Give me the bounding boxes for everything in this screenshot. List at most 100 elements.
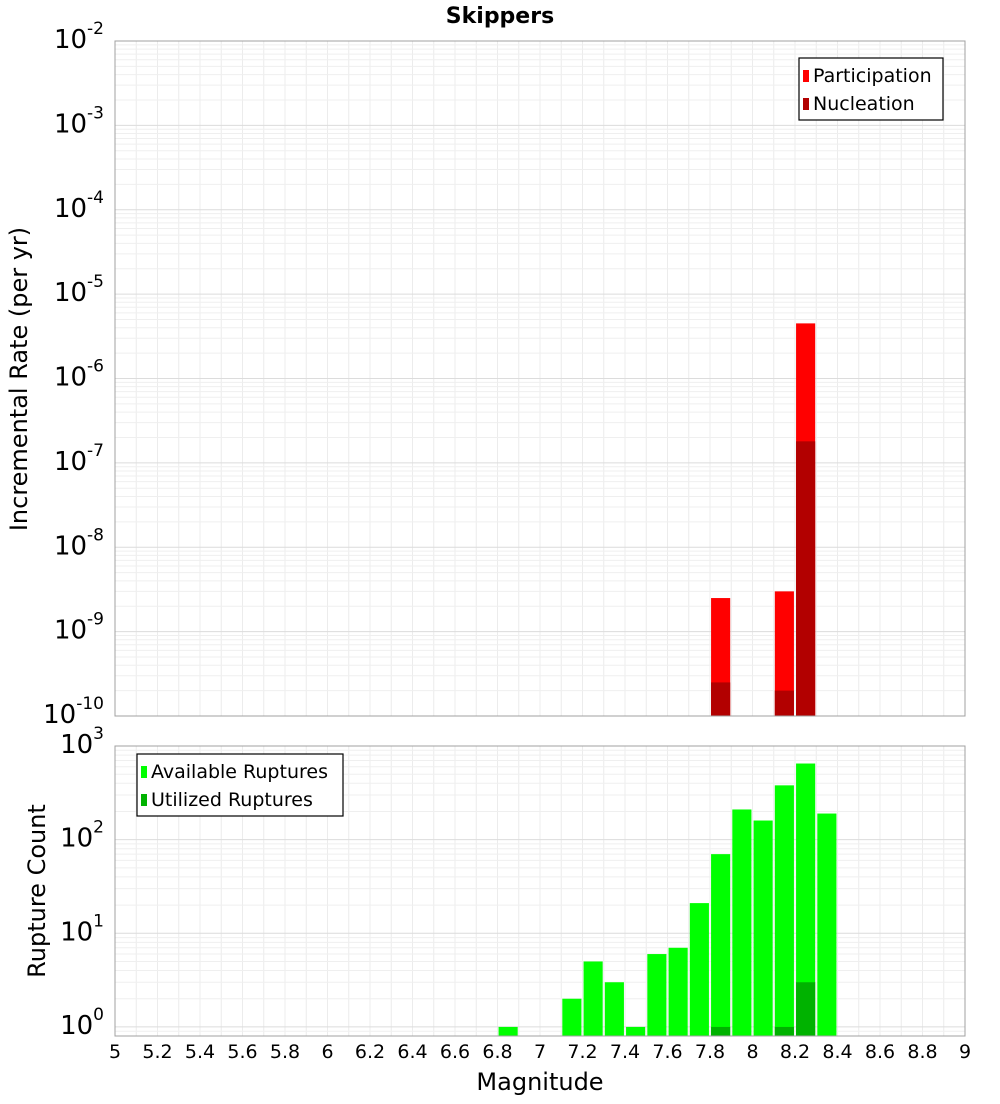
x-tick-label: 8.8 [907,1041,937,1063]
legend-swatch [803,98,809,110]
x-tick-label: 6.6 [440,1041,470,1063]
y-tick-label: 100 [60,1005,104,1041]
bar-available-ruptures [562,998,582,1036]
x-tick-label: 5.4 [185,1041,215,1063]
bar-utilized-ruptures [796,982,816,1036]
legend-label: Utilized Ruptures [151,789,313,811]
x-tick-label: 5.6 [227,1041,257,1063]
y-tick-label: 10-8 [54,525,104,561]
bar-available-ruptures [626,1026,646,1036]
legend-swatch [141,766,147,778]
y-tick-label: 102 [60,818,104,854]
top-y-axis-label: Incremental Rate (per yr) [5,227,33,531]
y-tick-base: 10 [54,25,87,55]
plot-frame [114,745,966,1037]
x-tick-label: 7.8 [695,1041,725,1063]
y-tick-exponent: 3 [93,724,104,744]
bar-available-ruptures [498,1026,518,1036]
x-tick-label: 6.2 [355,1041,385,1063]
y-tick-label: 10-6 [54,357,104,393]
y-tick-label: 10-10 [43,694,104,730]
bar-utilized-ruptures [711,1026,731,1036]
x-tick-label: 7.6 [652,1041,682,1063]
y-tick-base: 10 [54,616,87,646]
bar-available-ruptures [817,813,837,1036]
y-tick-label: 101 [60,911,104,947]
x-tick-label: 8.4 [822,1041,852,1063]
y-tick-base: 10 [54,447,87,477]
y-tick-label: 10-9 [54,610,104,646]
x-tick-label: 7.2 [567,1041,597,1063]
y-tick-label: 10-4 [54,188,104,224]
legend: Available Ruptures Utilized Ruptures [136,753,344,817]
legend-swatch [141,794,147,806]
bar-available-ruptures [732,809,752,1036]
x-tick-label: 5.2 [142,1041,172,1063]
bar-available-ruptures [583,961,603,1036]
y-tick-exponent: -7 [87,441,104,461]
bar-participation [774,591,794,716]
bar-available-ruptures [774,785,794,1036]
y-tick-exponent: -3 [87,103,104,123]
y-tick-base: 10 [54,531,87,561]
x-tick-labels: 5 5.2 5.4 5.6 5.8 6 6.2 6.4 6.6 6.8 7 7.2 7.4 7.6 7.8 8… [109,1041,971,1063]
bar-nucleation [774,690,794,716]
y-tick-exponent: 1 [93,911,104,931]
x-tick-label: 5 [109,1041,121,1063]
bars [711,323,816,716]
y-tick-exponent: -8 [87,525,104,545]
bar-nucleation [796,441,816,716]
legend-label: Available Ruptures [151,761,328,783]
bar-available-ruptures [647,954,667,1036]
y-tick-base: 10 [60,824,93,854]
y-tick-exponent: 0 [93,1005,104,1025]
bar-available-ruptures [753,820,773,1036]
y-tick-base: 10 [60,1011,93,1041]
y-tick-label: 103 [60,724,104,760]
x-tick-label: 8 [746,1041,758,1063]
plot-frame [114,40,966,717]
y-tick-exponent: -9 [87,610,104,630]
top-panel: 10-1010-910-810-710-610-510-410-310-2Par… [43,19,966,730]
y-tick-exponent: -10 [76,694,104,714]
x-tick-label: 5.8 [270,1041,300,1063]
y-tick-base: 10 [60,917,93,947]
legend-box [136,753,344,817]
y-tick-exponent: -4 [87,188,104,208]
y-tick-base: 10 [54,363,87,393]
y-tick-base: 10 [54,109,87,139]
x-tick-label: 7 [534,1041,546,1063]
y-tick-base: 10 [60,730,93,760]
y-tick-label: 10-7 [54,441,104,477]
grid-lines [114,40,966,717]
bar-available-ruptures [668,947,688,1036]
x-tick-label: 6 [321,1041,333,1063]
bar-available-ruptures [689,903,709,1036]
legend: Participation Nucleation [798,57,944,121]
bars [498,763,837,1036]
y-tick-exponent: -6 [87,357,104,377]
legend-label: Nucleation [813,93,915,115]
x-tick-label: 7.4 [610,1041,640,1063]
x-tick-label: 8.6 [865,1041,895,1063]
bar-available-ruptures [604,982,624,1036]
bar-utilized-ruptures [774,1026,794,1036]
y-tick-label: 10-5 [54,272,104,308]
x-tick-label: 9 [959,1041,971,1063]
bottom-y-axis-label: Rupture Count [23,804,51,978]
x-tick-label: 6.8 [482,1041,512,1063]
y-tick-base: 10 [43,700,76,730]
y-tick-label: 10-2 [54,19,104,55]
bar-nucleation [711,682,731,716]
bar-available-ruptures [796,763,816,1036]
y-tick-exponent: 2 [93,818,104,838]
y-tick-base: 10 [54,194,87,224]
legend-box [798,57,944,121]
x-tick-label: 6.4 [397,1041,427,1063]
legend-label: Participation [813,65,932,87]
y-tick-exponent: -2 [87,19,104,39]
